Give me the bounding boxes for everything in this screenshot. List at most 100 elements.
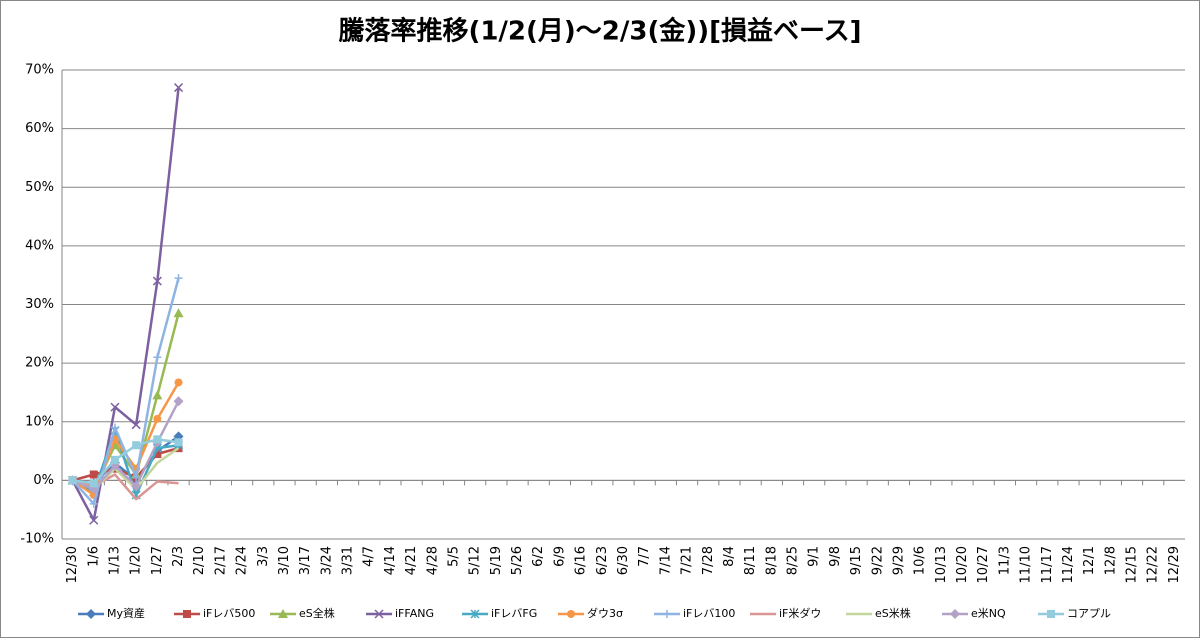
legend-label: eS米株	[875, 606, 911, 620]
marker	[153, 449, 162, 458]
x-tick-label: 9/8	[828, 546, 843, 567]
marker	[174, 438, 183, 447]
legend-label: iFレバ100	[683, 607, 735, 620]
legend-label: iFレバFG	[491, 607, 537, 620]
marker	[152, 276, 162, 286]
x-tick-label: 9/29	[891, 546, 906, 575]
x-tick-label: 6/2	[531, 546, 546, 567]
y-tick-label: 70%	[25, 63, 54, 78]
marker	[174, 83, 184, 93]
legend-marker	[567, 610, 575, 618]
y-tick-label: 50%	[25, 180, 54, 195]
y-tick-label: 0%	[33, 473, 54, 488]
legend-label: My資産	[107, 607, 145, 620]
marker	[174, 378, 183, 387]
legend-marker	[470, 609, 480, 619]
marker	[152, 390, 163, 400]
marker	[153, 414, 162, 423]
legend-label: e米NQ	[971, 607, 1006, 620]
marker	[173, 396, 184, 407]
x-tick-label: 4/7	[362, 546, 377, 567]
x-tick-label: 1/6	[86, 546, 101, 567]
x-tick-label: 12/30	[65, 546, 80, 583]
x-tick-label: 4/21	[404, 546, 419, 575]
x-tick-label: 9/1	[807, 546, 822, 567]
x-tick-label: 3/17	[298, 546, 313, 575]
legend-label: iFFANG	[395, 607, 434, 620]
x-tick-label: 2/24	[235, 546, 250, 575]
x-tick-label: 11/3	[997, 546, 1012, 575]
x-tick-label: 12/8	[1103, 546, 1118, 575]
marker	[89, 470, 98, 479]
x-tick-label: 5/26	[510, 546, 525, 575]
marker	[131, 481, 142, 492]
marker	[132, 441, 141, 450]
x-tick-label: 8/25	[786, 546, 801, 575]
marker	[110, 402, 120, 412]
y-tick-label: -10%	[20, 532, 54, 547]
x-tick-label: 4/14	[383, 546, 398, 575]
x-tick-label: 10/6	[913, 546, 928, 575]
marker	[89, 515, 99, 525]
legend-marker	[86, 609, 96, 619]
legend-marker	[663, 610, 671, 618]
x-tick-label: 8/11	[743, 546, 758, 575]
x-tick-label: 1/13	[107, 546, 122, 575]
legend-marker	[374, 609, 384, 619]
marker	[173, 308, 184, 318]
x-tick-label: 7/14	[658, 546, 673, 575]
legend-label: iFレバ500	[203, 607, 255, 620]
x-tick-label: 12/22	[1146, 546, 1161, 583]
x-tick-label: 2/17	[213, 546, 228, 575]
marker	[89, 499, 98, 508]
x-tick-label: 6/16	[574, 546, 589, 575]
x-tick-label: 6/30	[616, 546, 631, 575]
legend-marker	[1047, 610, 1055, 618]
legend-marker	[278, 609, 288, 618]
x-tick-label: 5/19	[489, 546, 504, 575]
marker	[110, 423, 119, 432]
x-tick-label: 7/21	[680, 546, 695, 575]
legend-label: コアプル	[1067, 607, 1111, 620]
x-tick-label: 11/17	[1040, 546, 1055, 583]
x-tick-label: 2/10	[192, 546, 207, 575]
x-tick-label: 9/15	[849, 546, 864, 575]
y-tick-label: 10%	[25, 414, 54, 429]
y-tick-label: 20%	[25, 356, 54, 371]
chart-title: 騰落率推移(1/2(月)～2/3(金))[損益ベース]	[338, 16, 861, 47]
marker	[153, 435, 162, 444]
legend-marker	[183, 610, 191, 618]
marker	[174, 274, 183, 283]
x-tick-label: 7/7	[637, 546, 652, 567]
y-tick-label: 30%	[25, 297, 54, 312]
x-tick-label: 8/18	[764, 546, 779, 575]
x-tick-label: 1/20	[129, 546, 144, 575]
x-tick-label: 12/1	[1082, 546, 1097, 575]
x-tick-label: 10/27	[976, 546, 991, 583]
x-tick-label: 3/31	[341, 546, 356, 575]
legend: My資産 iFレバ500 eS全株 iFFANG iFレバFG ダウ3σ iFレバ100 iF…	[78, 606, 1111, 620]
legend-label: ダウ3σ	[587, 606, 623, 620]
marker	[132, 473, 141, 482]
y-tick-label: 40%	[25, 238, 54, 253]
x-tick-label: 8/4	[722, 546, 737, 567]
x-tick-label: 11/24	[1061, 546, 1076, 583]
x-tick-label: 5/5	[446, 546, 461, 567]
x-tick-label: 12/15	[1125, 546, 1140, 583]
series-line	[71, 87, 180, 522]
x-tick-label: 3/24	[319, 546, 334, 575]
x-tick-label: 5/12	[468, 546, 483, 575]
x-tick-label: 10/20	[955, 546, 970, 583]
x-tick-label: 6/9	[552, 546, 567, 567]
x-tick-label: 10/13	[934, 546, 949, 583]
x-tick-label: 3/3	[256, 546, 271, 567]
legend-label: iF米ダウ	[779, 606, 821, 620]
x-tick-label: 4/28	[425, 546, 440, 575]
legend-marker	[950, 609, 960, 619]
x-tick-label: 3/10	[277, 546, 292, 575]
x-tick-label: 12/29	[1167, 546, 1182, 583]
marker	[110, 455, 119, 464]
x-tick-label: 2/3	[171, 546, 186, 567]
